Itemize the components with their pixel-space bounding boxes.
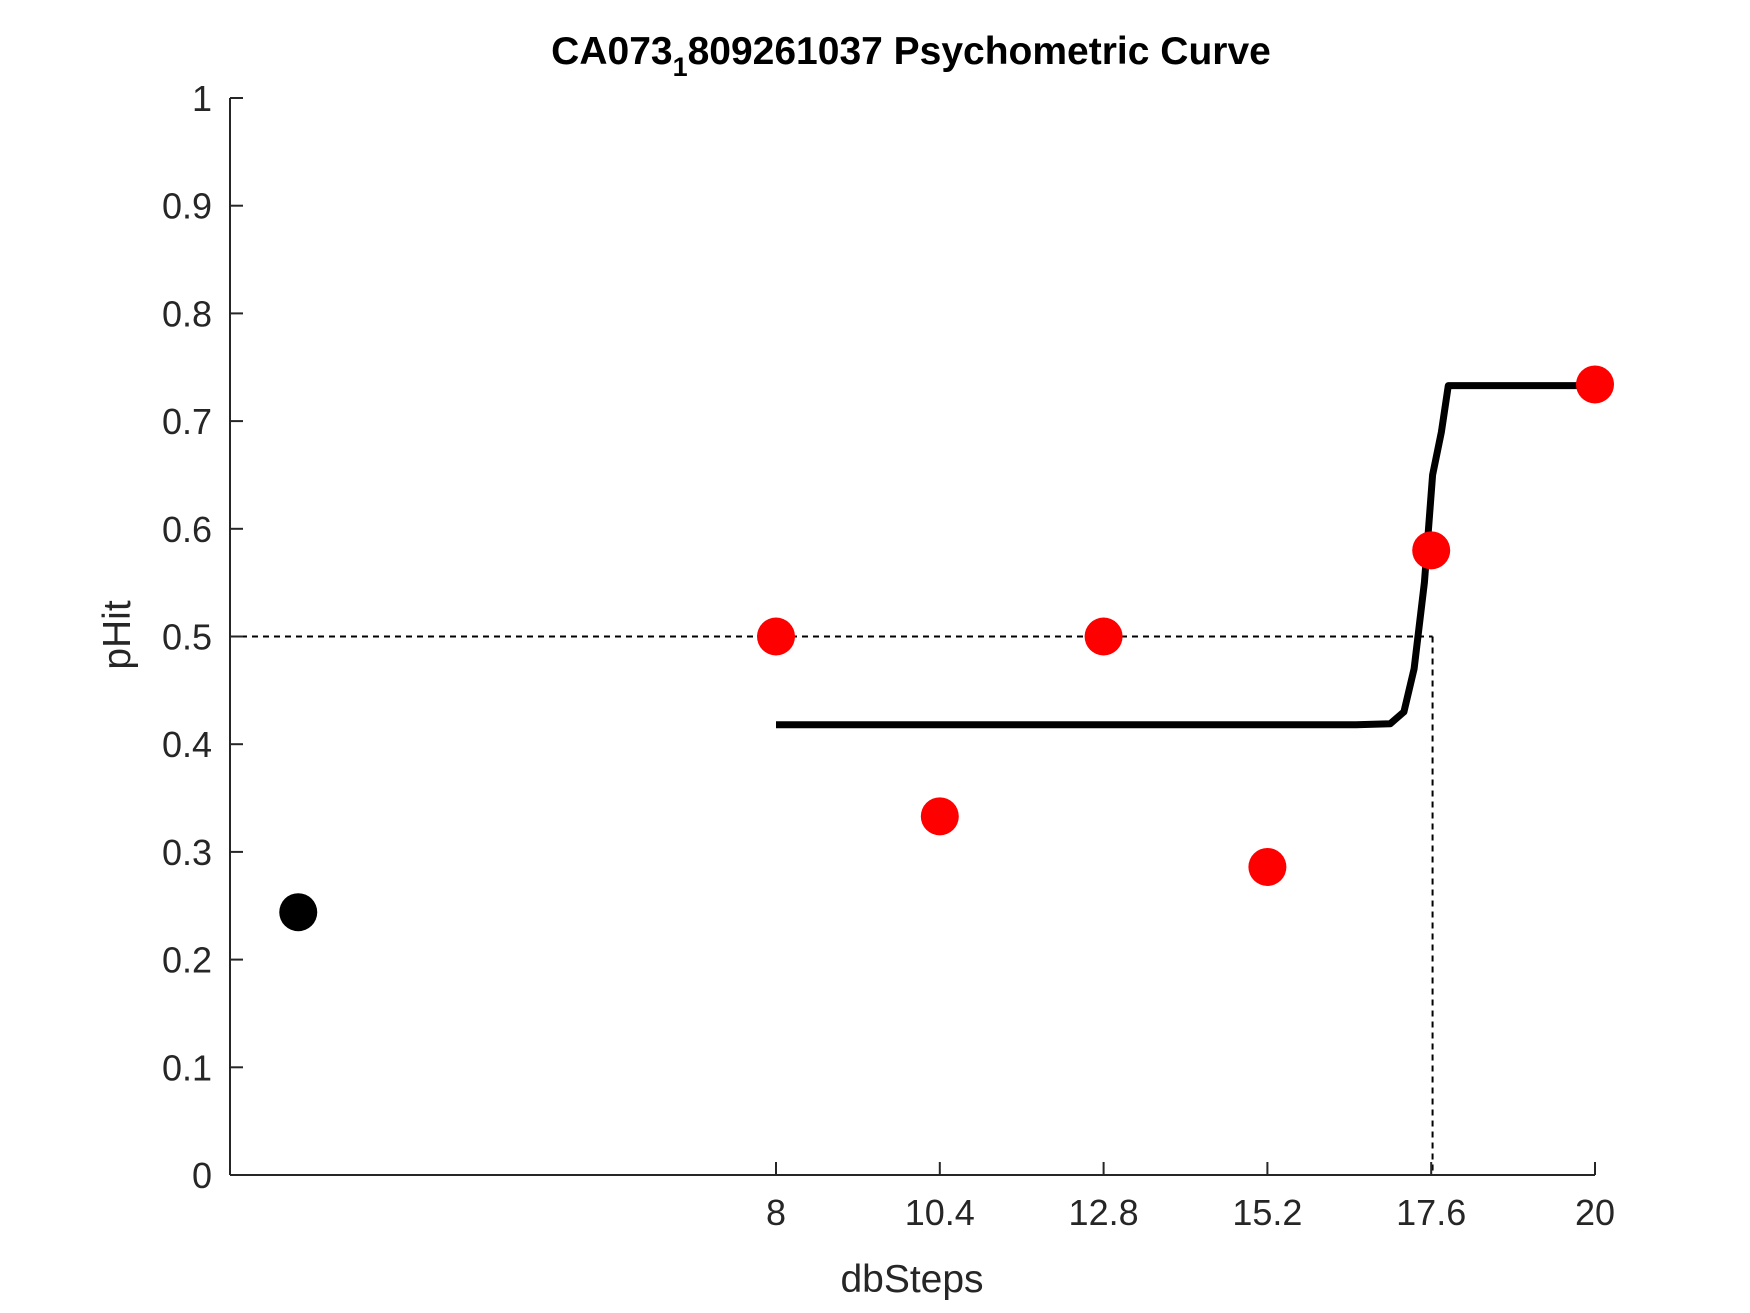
x-tick-label: 17.6 bbox=[1396, 1192, 1466, 1233]
data-points bbox=[279, 365, 1614, 932]
data-point bbox=[1576, 365, 1614, 404]
y-tick-label: 0.5 bbox=[162, 617, 212, 658]
y-tick-label: 0.7 bbox=[162, 401, 212, 442]
y-tick-label: 0.9 bbox=[162, 186, 212, 227]
x-tick-label: 15.2 bbox=[1232, 1192, 1302, 1233]
y-tick-label: 0.8 bbox=[162, 293, 212, 334]
fit-curve-layer bbox=[776, 382, 1595, 729]
x-axis-label: dbSteps bbox=[840, 1258, 983, 1301]
y-tick-label: 0.1 bbox=[162, 1047, 212, 1088]
y-tick-label: 0.6 bbox=[162, 509, 212, 550]
x-tick-label: 8 bbox=[766, 1192, 786, 1233]
data-point bbox=[1412, 531, 1451, 570]
chart-title-main: CA073 bbox=[551, 30, 672, 73]
baseline-point bbox=[279, 893, 318, 932]
y-tick-label: 0.3 bbox=[162, 832, 212, 873]
y-tick-label: 0.4 bbox=[162, 724, 212, 765]
y-tick-label: 0.2 bbox=[162, 940, 212, 981]
threshold-lines bbox=[230, 635, 1434, 1175]
axes: 0 0.1 0.2 0.3 0.4 0.5 0.6 0.7 0.8 0.9 1 8 10.4 12.8 15… bbox=[162, 78, 1615, 1233]
y-tick-label: 0 bbox=[192, 1155, 212, 1196]
data-point bbox=[1084, 617, 1123, 656]
x-tick-label: 10.4 bbox=[905, 1192, 975, 1233]
chart-title-subscript: 1 bbox=[673, 52, 688, 82]
chart-title: CA0731809261037 Psychometric Curve bbox=[551, 30, 1271, 82]
fit-curve bbox=[776, 382, 1595, 729]
data-point bbox=[920, 797, 959, 836]
y-axis-label: pHit bbox=[96, 600, 139, 670]
x-tick-label: 12.8 bbox=[1069, 1192, 1139, 1233]
data-point bbox=[1248, 847, 1287, 886]
chart-title-rest: 809261037 Psychometric Curve bbox=[688, 30, 1271, 73]
y-tick-label: 1 bbox=[192, 78, 212, 119]
x-tick-label: 20 bbox=[1575, 1192, 1615, 1233]
data-point bbox=[757, 617, 795, 656]
